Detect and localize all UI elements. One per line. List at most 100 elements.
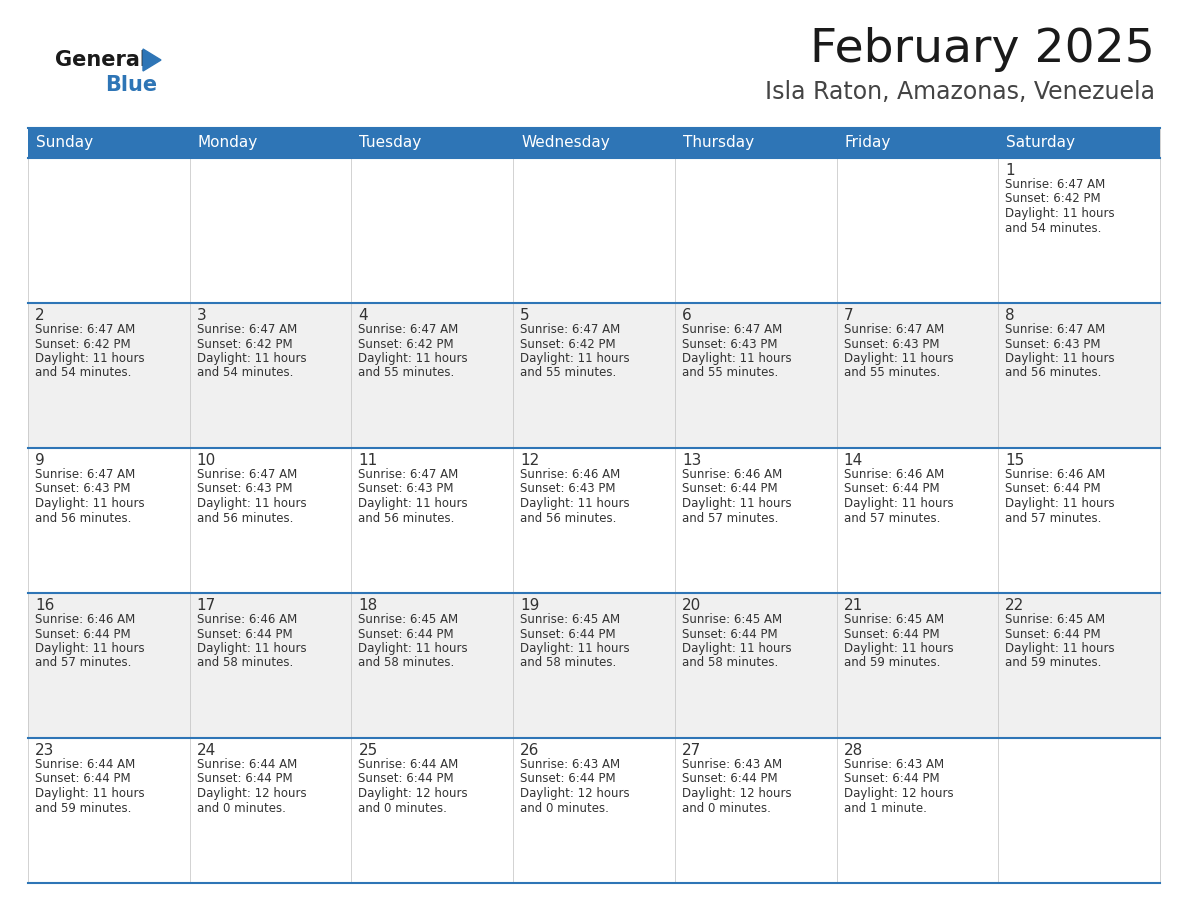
Text: Sunset: 6:44 PM: Sunset: 6:44 PM (197, 773, 292, 786)
Text: and 56 minutes.: and 56 minutes. (359, 511, 455, 524)
Bar (836, 593, 998, 738)
Text: and 54 minutes.: and 54 minutes. (197, 366, 293, 379)
Text: Daylight: 11 hours: Daylight: 11 hours (359, 642, 468, 655)
Bar (675, 158, 836, 303)
Bar (836, 303, 998, 448)
Bar (513, 738, 675, 883)
Text: and 55 minutes.: and 55 minutes. (359, 366, 455, 379)
Text: and 58 minutes.: and 58 minutes. (359, 656, 455, 669)
Bar (836, 448, 998, 593)
Text: Isla Raton, Amazonas, Venezuela: Isla Raton, Amazonas, Venezuela (765, 80, 1155, 104)
Text: 21: 21 (843, 598, 862, 613)
Bar (352, 593, 513, 738)
Text: Wednesday: Wednesday (522, 136, 609, 151)
Bar (998, 158, 1159, 303)
Text: Daylight: 11 hours: Daylight: 11 hours (197, 497, 307, 510)
Bar (675, 448, 836, 593)
Text: 4: 4 (359, 308, 368, 323)
Text: Sunrise: 6:45 AM: Sunrise: 6:45 AM (520, 613, 620, 626)
Bar (836, 158, 998, 303)
Text: Sunrise: 6:43 AM: Sunrise: 6:43 AM (520, 758, 620, 771)
Text: 25: 25 (359, 743, 378, 758)
Text: Sunset: 6:44 PM: Sunset: 6:44 PM (359, 773, 454, 786)
Text: 10: 10 (197, 453, 216, 468)
Text: Sunset: 6:42 PM: Sunset: 6:42 PM (359, 338, 454, 351)
Text: and 58 minutes.: and 58 minutes. (520, 656, 617, 669)
Text: Sunrise: 6:45 AM: Sunrise: 6:45 AM (359, 613, 459, 626)
Text: Sunset: 6:44 PM: Sunset: 6:44 PM (197, 628, 292, 641)
Bar (998, 593, 1159, 738)
Bar (29, 738, 190, 883)
Bar (190, 158, 352, 303)
Text: Sunset: 6:44 PM: Sunset: 6:44 PM (34, 628, 131, 641)
Text: Sunrise: 6:47 AM: Sunrise: 6:47 AM (197, 468, 297, 481)
Text: 9: 9 (34, 453, 45, 468)
Text: 18: 18 (359, 598, 378, 613)
Text: Sunset: 6:43 PM: Sunset: 6:43 PM (34, 483, 131, 496)
Text: Sunset: 6:44 PM: Sunset: 6:44 PM (1005, 483, 1101, 496)
Bar (513, 158, 675, 303)
Text: 1: 1 (1005, 163, 1015, 178)
Text: Saturday: Saturday (1006, 136, 1075, 151)
Text: Sunset: 6:44 PM: Sunset: 6:44 PM (682, 628, 777, 641)
Text: 28: 28 (843, 743, 862, 758)
Text: Daylight: 11 hours: Daylight: 11 hours (359, 352, 468, 365)
Text: 20: 20 (682, 598, 701, 613)
Bar (836, 738, 998, 883)
Text: Sunrise: 6:47 AM: Sunrise: 6:47 AM (1005, 323, 1106, 336)
Text: Sunrise: 6:45 AM: Sunrise: 6:45 AM (1005, 613, 1105, 626)
Text: Daylight: 11 hours: Daylight: 11 hours (34, 352, 145, 365)
Bar (352, 738, 513, 883)
Text: Sunset: 6:42 PM: Sunset: 6:42 PM (34, 338, 131, 351)
Text: Sunrise: 6:46 AM: Sunrise: 6:46 AM (682, 468, 782, 481)
Bar (998, 448, 1159, 593)
Text: Sunrise: 6:46 AM: Sunrise: 6:46 AM (197, 613, 297, 626)
Text: 23: 23 (34, 743, 55, 758)
Text: and 54 minutes.: and 54 minutes. (34, 366, 132, 379)
Text: and 57 minutes.: and 57 minutes. (843, 511, 940, 524)
Text: Sunset: 6:44 PM: Sunset: 6:44 PM (843, 483, 940, 496)
Bar (513, 448, 675, 593)
Text: Daylight: 11 hours: Daylight: 11 hours (34, 497, 145, 510)
Text: Daylight: 11 hours: Daylight: 11 hours (843, 642, 953, 655)
Text: Blue: Blue (105, 75, 157, 95)
Text: 11: 11 (359, 453, 378, 468)
Bar (29, 593, 190, 738)
Bar (513, 303, 675, 448)
Bar (675, 593, 836, 738)
Text: 27: 27 (682, 743, 701, 758)
Text: Daylight: 11 hours: Daylight: 11 hours (520, 352, 630, 365)
Text: Sunset: 6:43 PM: Sunset: 6:43 PM (520, 483, 615, 496)
Text: and 0 minutes.: and 0 minutes. (520, 801, 609, 814)
Text: Daylight: 11 hours: Daylight: 11 hours (682, 497, 791, 510)
Bar (998, 738, 1159, 883)
Text: Sunset: 6:44 PM: Sunset: 6:44 PM (1005, 628, 1101, 641)
Text: Friday: Friday (845, 136, 891, 151)
Text: Sunrise: 6:44 AM: Sunrise: 6:44 AM (359, 758, 459, 771)
Text: 8: 8 (1005, 308, 1015, 323)
Text: Daylight: 11 hours: Daylight: 11 hours (843, 497, 953, 510)
Bar (190, 448, 352, 593)
Text: Sunrise: 6:46 AM: Sunrise: 6:46 AM (1005, 468, 1106, 481)
Text: 17: 17 (197, 598, 216, 613)
Text: Sunrise: 6:47 AM: Sunrise: 6:47 AM (34, 323, 135, 336)
Text: 6: 6 (682, 308, 691, 323)
Text: 5: 5 (520, 308, 530, 323)
Bar (190, 738, 352, 883)
Text: Sunset: 6:43 PM: Sunset: 6:43 PM (843, 338, 939, 351)
Text: 2: 2 (34, 308, 45, 323)
Text: and 56 minutes.: and 56 minutes. (1005, 366, 1101, 379)
Text: 15: 15 (1005, 453, 1024, 468)
Text: Sunrise: 6:46 AM: Sunrise: 6:46 AM (34, 613, 135, 626)
Text: Sunset: 6:43 PM: Sunset: 6:43 PM (359, 483, 454, 496)
Text: Daylight: 11 hours: Daylight: 11 hours (1005, 497, 1114, 510)
Text: Sunset: 6:44 PM: Sunset: 6:44 PM (843, 628, 940, 641)
Text: Daylight: 12 hours: Daylight: 12 hours (359, 787, 468, 800)
Text: Daylight: 11 hours: Daylight: 11 hours (197, 352, 307, 365)
Text: Sunrise: 6:44 AM: Sunrise: 6:44 AM (197, 758, 297, 771)
Text: Daylight: 11 hours: Daylight: 11 hours (843, 352, 953, 365)
Text: Sunset: 6:44 PM: Sunset: 6:44 PM (682, 773, 777, 786)
Text: Daylight: 11 hours: Daylight: 11 hours (682, 352, 791, 365)
Text: Sunset: 6:43 PM: Sunset: 6:43 PM (682, 338, 777, 351)
Text: Sunrise: 6:47 AM: Sunrise: 6:47 AM (1005, 178, 1106, 191)
